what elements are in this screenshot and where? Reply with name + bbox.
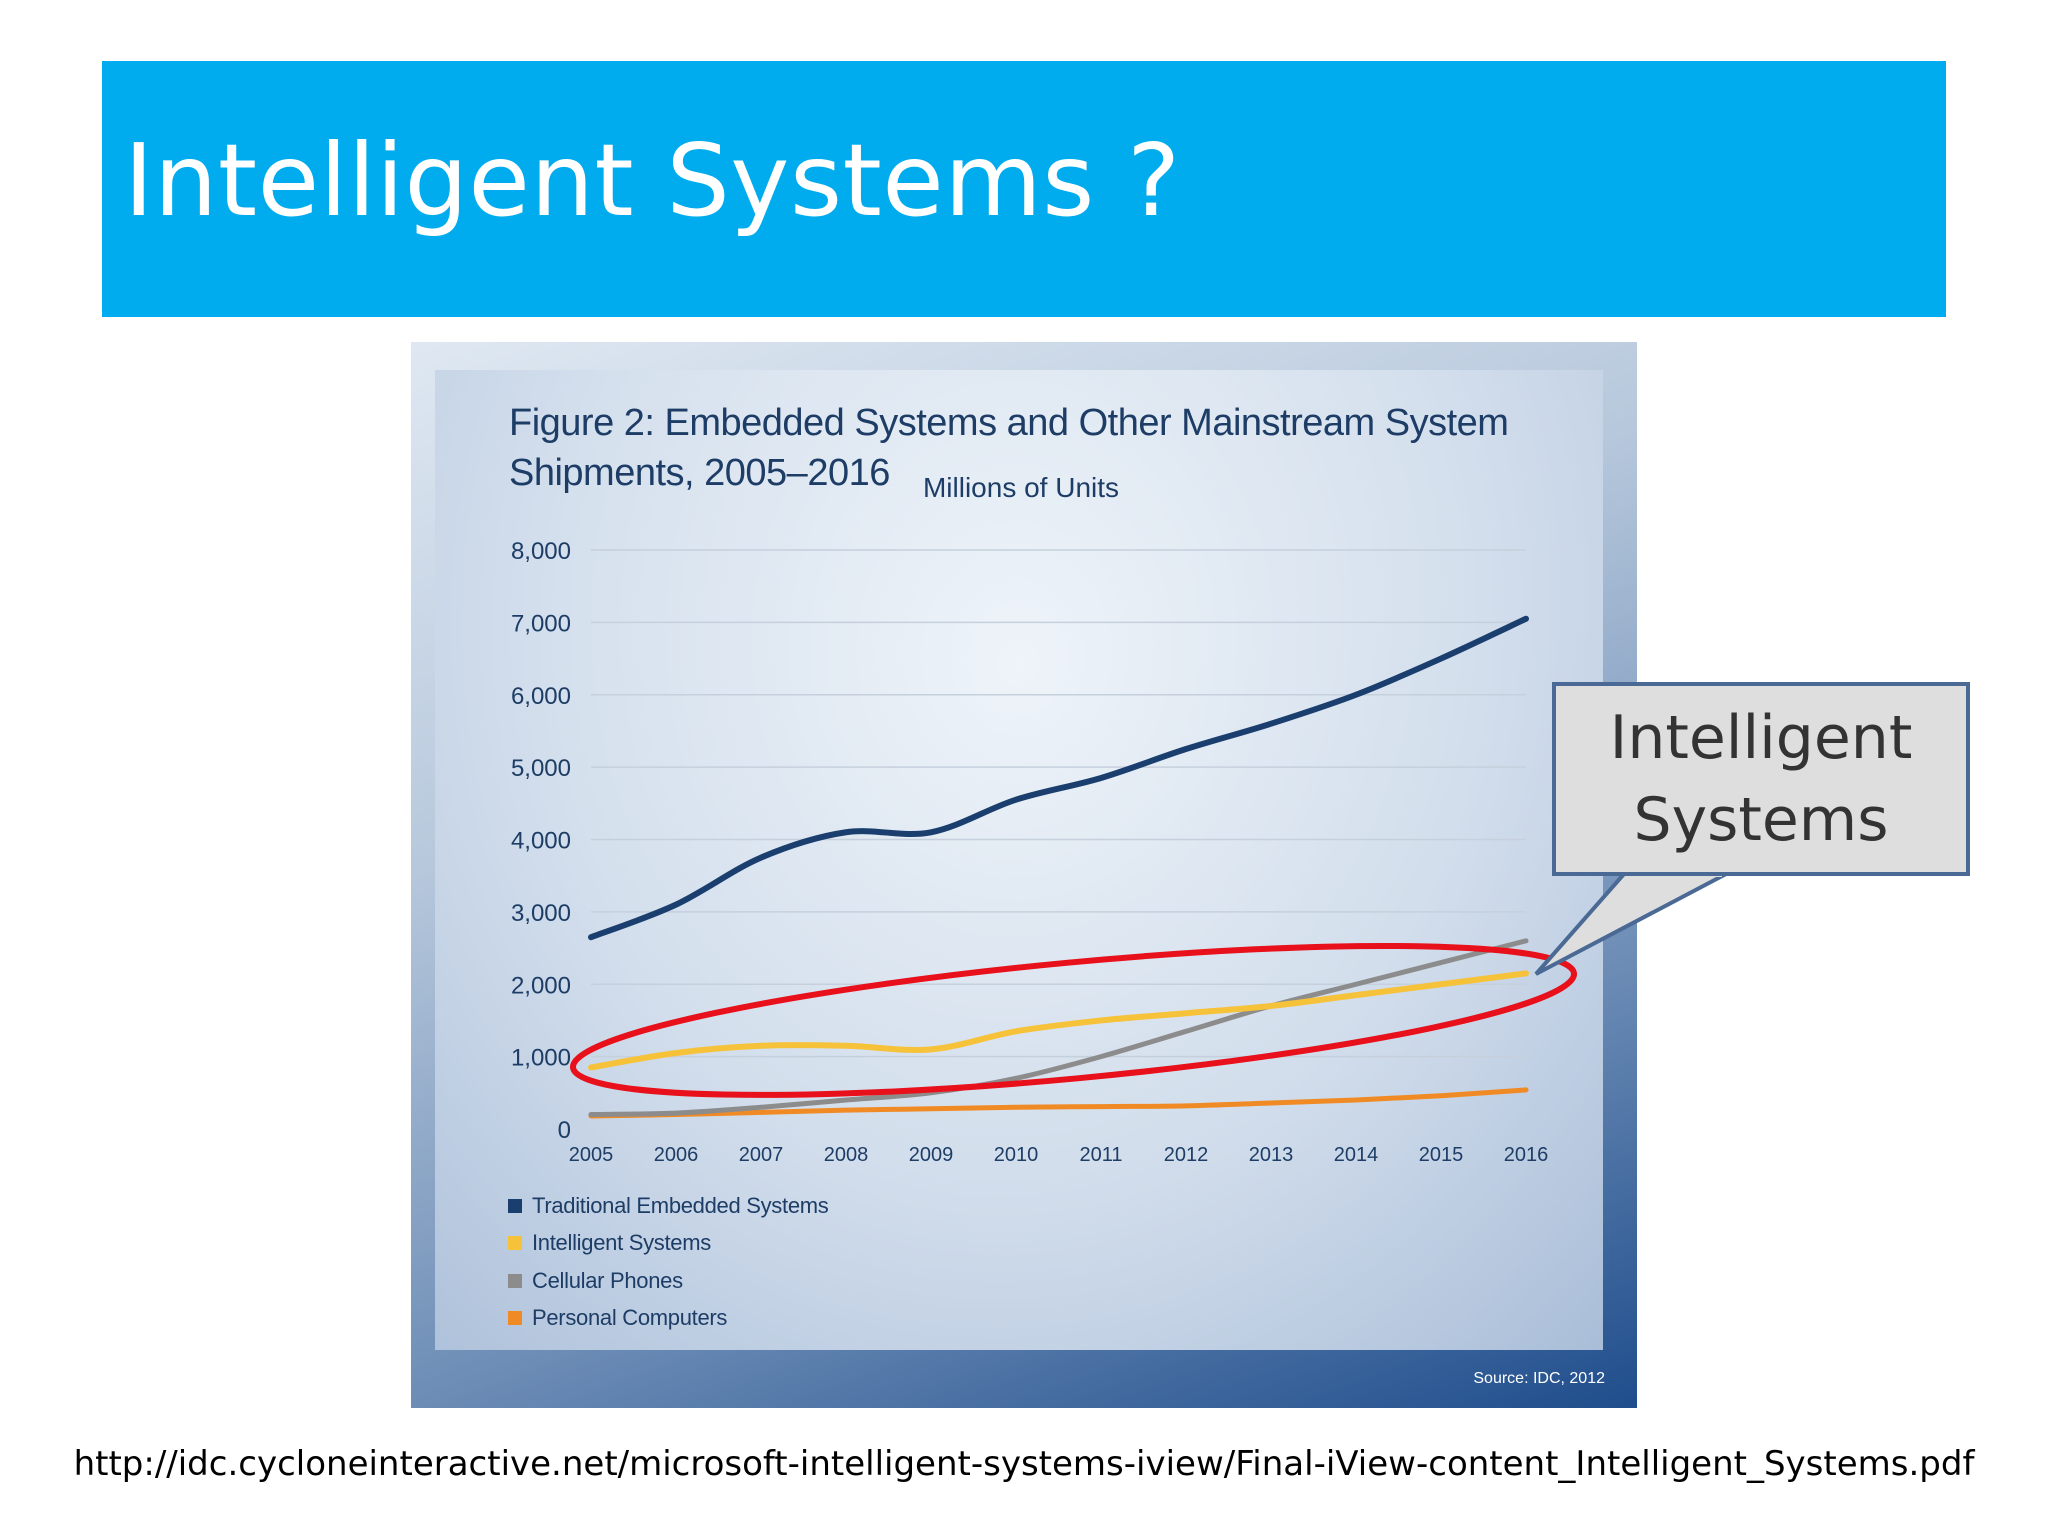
y-tick-label: 0 bbox=[558, 1117, 571, 1144]
y-tick-label: 2,000 bbox=[511, 972, 571, 999]
legend-swatch bbox=[508, 1311, 522, 1326]
x-tick-label: 2015 bbox=[1419, 1144, 1464, 1166]
callout-line-1: Intelligent bbox=[1609, 703, 1913, 773]
x-tick-label: 2007 bbox=[739, 1144, 784, 1166]
legend-item: Cellular Phones bbox=[508, 1262, 829, 1300]
figure-source: Source: IDC, 2012 bbox=[1473, 1370, 1605, 1387]
x-tick-label: 2016 bbox=[1504, 1144, 1549, 1166]
figure-title-line-1: Figure 2: Embedded Systems and Other Mai… bbox=[509, 402, 1509, 444]
y-tick-label: 3,000 bbox=[511, 900, 571, 927]
legend-swatch bbox=[508, 1198, 522, 1213]
y-tick-label: 1,000 bbox=[511, 1045, 571, 1072]
x-tick-label: 2006 bbox=[654, 1144, 699, 1166]
slide-title: Intelligent Systems ? bbox=[124, 122, 1181, 239]
figure-subtitle: Millions of Units bbox=[922, 472, 1120, 503]
y-tick-label: 6,000 bbox=[511, 683, 571, 710]
callout-box: Intelligent Systems bbox=[1552, 682, 1970, 876]
x-tick-label: 2008 bbox=[824, 1144, 869, 1166]
y-tick-label: 4,000 bbox=[511, 828, 571, 855]
x-tick-label: 2012 bbox=[1164, 1144, 1209, 1166]
series-line-intelligent-systems bbox=[588, 970, 1529, 1071]
x-tick-label: 2013 bbox=[1249, 1144, 1294, 1166]
highlight-ellipse bbox=[569, 942, 1578, 1098]
series-line-traditional-embedded-systems bbox=[588, 615, 1529, 941]
legend-label: Personal Computers bbox=[532, 1305, 728, 1331]
series-line-personal-computers bbox=[588, 1087, 1529, 1119]
figure-image: Figure 2: Embedded Systems and Other Mai… bbox=[411, 342, 1637, 1408]
legend-swatch bbox=[508, 1273, 522, 1288]
figure-title: Figure 2: Embedded Systems and Other Mai… bbox=[509, 398, 1529, 498]
source-url: http://idc.cycloneinteractive.net/micros… bbox=[73, 1444, 1975, 1484]
callout-line-2: Systems bbox=[1633, 785, 1889, 855]
x-tick-label: 2010 bbox=[994, 1144, 1039, 1166]
legend-item: Personal Computers bbox=[508, 1300, 829, 1338]
legend-label: Traditional Embedded Systems bbox=[532, 1192, 829, 1218]
legend-item: Intelligent Systems bbox=[508, 1225, 829, 1263]
figure-title-line-2: Shipments, 2005–2016 bbox=[509, 452, 890, 494]
line-chart: 0 1,000 2,000 3,000 4,000 5,000 6,000 7,000 8,00… bbox=[511, 538, 1578, 1166]
x-tick-label: 2009 bbox=[909, 1144, 954, 1166]
series-line-cellular-phones bbox=[588, 938, 1529, 1118]
title-bar: Intelligent Systems ? bbox=[102, 61, 1946, 317]
legend-label: Intelligent Systems bbox=[532, 1230, 711, 1256]
legend-item: Traditional Embedded Systems bbox=[508, 1187, 829, 1225]
y-tick-label: 8,000 bbox=[511, 538, 571, 565]
legend-label: Cellular Phones bbox=[532, 1267, 683, 1293]
x-tick-label: 2005 bbox=[569, 1144, 614, 1166]
chart-legend: Traditional Embedded Systems Intelligent … bbox=[508, 1187, 829, 1337]
figure-panel bbox=[435, 370, 1603, 1350]
x-tick-label: 2014 bbox=[1334, 1144, 1379, 1166]
y-tick-label: 7,000 bbox=[511, 610, 571, 637]
legend-swatch bbox=[508, 1236, 522, 1251]
x-tick-label: 2011 bbox=[1079, 1144, 1122, 1166]
y-tick-label: 5,000 bbox=[511, 755, 571, 782]
